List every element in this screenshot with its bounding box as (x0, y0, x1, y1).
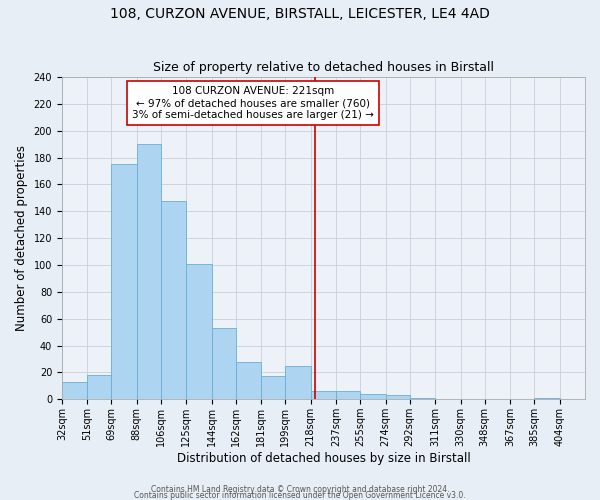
Bar (112, 164, 137, 400)
Bar (410, 398, 435, 400)
Bar (161, 200, 187, 400)
Bar (360, 394, 386, 400)
Bar (534, 398, 560, 400)
Text: 108 CURZON AVENUE: 221sqm
← 97% of detached houses are smaller (760)
3% of semi-: 108 CURZON AVENUE: 221sqm ← 97% of detac… (132, 86, 374, 120)
Bar (261, 376, 286, 400)
Bar (62, 382, 88, 400)
Bar (236, 362, 261, 400)
Bar (311, 391, 336, 400)
X-axis label: Distribution of detached houses by size in Birstall: Distribution of detached houses by size … (176, 452, 470, 465)
Bar (336, 391, 360, 400)
Y-axis label: Number of detached properties: Number of detached properties (15, 145, 28, 331)
Bar (187, 264, 212, 400)
Title: Size of property relative to detached houses in Birstall: Size of property relative to detached ho… (153, 62, 494, 74)
Bar (137, 144, 161, 400)
Bar (212, 328, 236, 400)
Text: 108, CURZON AVENUE, BIRSTALL, LEICESTER, LE4 4AD: 108, CURZON AVENUE, BIRSTALL, LEICESTER,… (110, 8, 490, 22)
Text: Contains public sector information licensed under the Open Government Licence v3: Contains public sector information licen… (134, 490, 466, 500)
Bar (286, 366, 311, 400)
Bar (386, 396, 410, 400)
Bar (88, 375, 112, 400)
Text: Contains HM Land Registry data © Crown copyright and database right 2024.: Contains HM Land Registry data © Crown c… (151, 484, 449, 494)
